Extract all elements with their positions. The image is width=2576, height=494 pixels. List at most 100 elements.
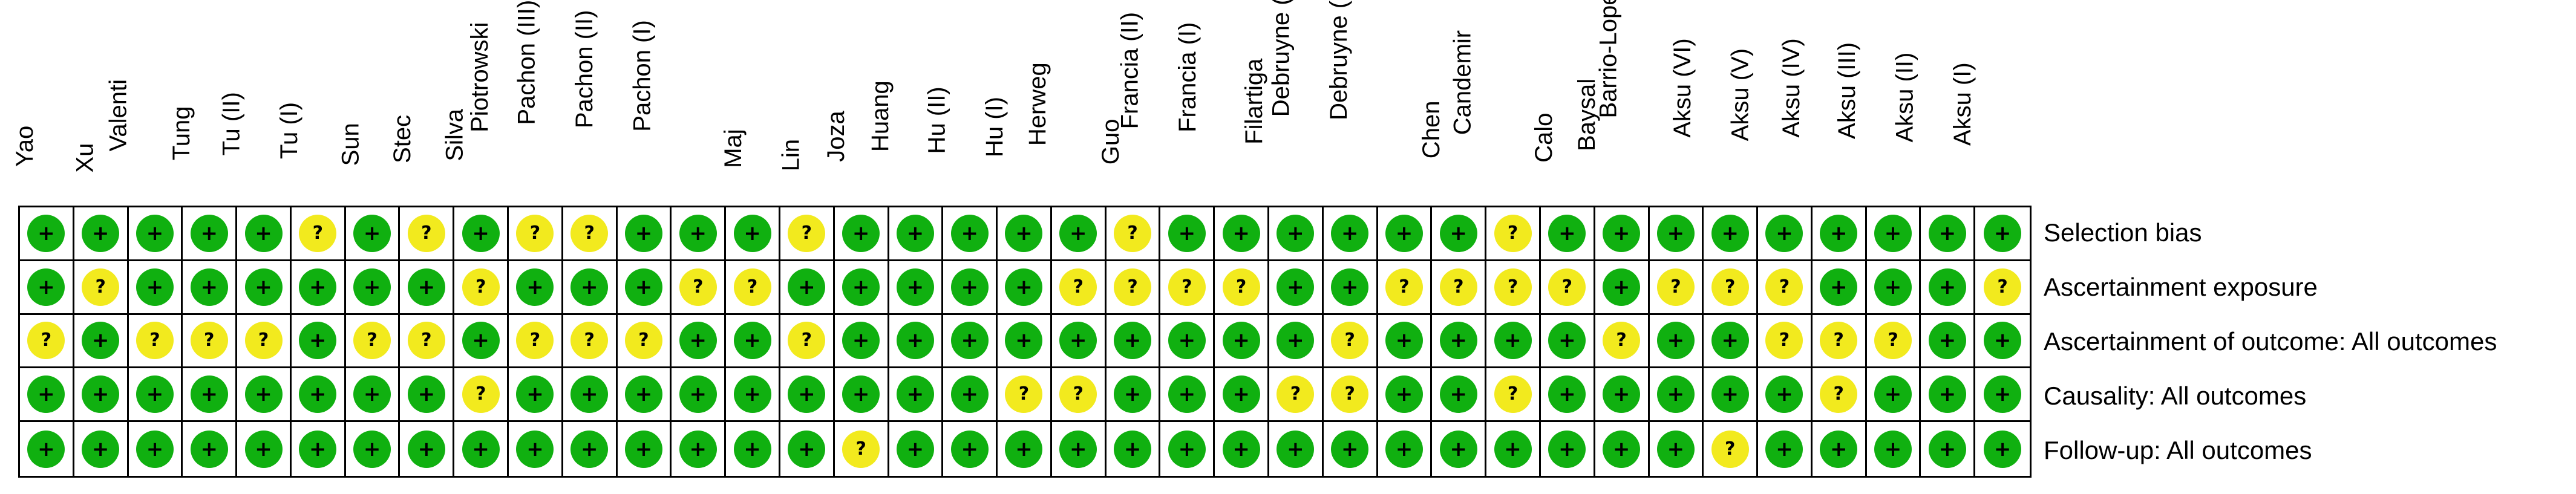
rating-cell: + [20, 207, 74, 261]
low-risk-icon: + [842, 268, 880, 306]
rating-cell: + [1215, 314, 1270, 369]
low-risk-icon: + [1114, 322, 1152, 360]
rating-cell: + [1160, 422, 1215, 476]
low-risk-icon: + [1005, 268, 1043, 306]
unclear-risk-icon: ? [1331, 375, 1369, 414]
rating-cell: ? [835, 422, 889, 476]
low-risk-icon: + [190, 430, 228, 468]
rating-cell: + [1540, 314, 1595, 369]
rating-cell: + [726, 314, 780, 369]
study-label-text: Stec [388, 114, 416, 163]
low-risk-icon: + [1874, 214, 1912, 252]
rating-cell: + [1215, 207, 1270, 261]
low-risk-icon: + [1765, 430, 1803, 468]
rating-cell: + [1432, 368, 1487, 423]
rating-cell: + [1595, 422, 1650, 476]
unclear-risk-icon: ? [516, 322, 554, 360]
study-label-text: Xu [71, 143, 99, 173]
low-risk-icon: + [950, 430, 989, 468]
rating-cell: + [1758, 207, 1813, 261]
rating-cell: + [1921, 207, 1976, 261]
rating-cell: + [1432, 314, 1487, 369]
rating-cell: + [291, 368, 346, 423]
low-risk-icon: + [1385, 322, 1423, 360]
low-risk-icon: + [1222, 430, 1260, 468]
study-label-text: Huang [867, 80, 894, 152]
low-risk-icon: + [1439, 375, 1477, 414]
rating-cell: ? [509, 314, 563, 369]
low-risk-icon: + [1114, 375, 1152, 414]
low-risk-icon: + [896, 375, 934, 414]
study-label-text: Aksu (VI) [1669, 38, 1696, 138]
low-risk-icon: + [407, 375, 445, 414]
unclear-risk-icon: ? [299, 214, 337, 252]
unclear-risk-icon: ? [625, 322, 662, 360]
study-label-text: Debruyne (II) [1267, 0, 1294, 117]
low-risk-icon: + [1385, 214, 1423, 252]
unclear-risk-icon: ? [1114, 214, 1152, 252]
unclear-risk-icon: ? [1005, 375, 1043, 414]
rating-cell: + [563, 422, 618, 476]
rating-cell: + [400, 261, 455, 315]
rating-cell: + [1758, 368, 1813, 423]
unclear-risk-icon: ? [1114, 268, 1152, 306]
rating-cell: + [943, 422, 998, 476]
rating-cell: ? [74, 261, 129, 315]
rating-cell: + [889, 314, 944, 369]
rating-cell: + [617, 261, 672, 315]
low-risk-icon: + [733, 322, 771, 360]
low-risk-icon: + [1656, 214, 1695, 252]
rating-cell: + [509, 368, 563, 423]
low-risk-icon: + [190, 268, 228, 306]
rating-cell: + [1215, 422, 1270, 476]
rating-cell: + [1975, 422, 2030, 476]
rating-cell: + [1051, 207, 1107, 261]
low-risk-icon: + [1331, 430, 1369, 468]
low-risk-icon: + [1765, 214, 1803, 252]
study-label-text: Calo [1531, 112, 1558, 163]
unclear-risk-icon: ? [570, 322, 609, 360]
low-risk-icon: + [1494, 322, 1532, 360]
low-risk-icon: + [842, 375, 880, 414]
low-risk-icon: + [1548, 214, 1586, 252]
rating-cell: ? [1160, 261, 1215, 315]
unclear-risk-icon: ? [1548, 268, 1586, 306]
rating-cell: + [1704, 314, 1759, 369]
low-risk-icon: + [570, 430, 609, 468]
low-risk-icon: + [190, 214, 228, 252]
low-risk-icon: + [27, 268, 65, 306]
rating-cell: + [834, 314, 889, 369]
low-risk-icon: + [136, 375, 174, 414]
rating-cell: + [183, 422, 238, 476]
low-risk-icon: + [462, 322, 500, 360]
rating-cell: ? [128, 314, 183, 369]
low-risk-icon: + [1711, 214, 1749, 252]
rating-cell: ? [1595, 314, 1650, 369]
unclear-risk-icon: ? [27, 322, 65, 360]
low-risk-icon: + [1656, 375, 1695, 414]
rating-cell: + [1540, 368, 1595, 423]
low-risk-icon: + [1385, 375, 1423, 414]
rating-cell: + [128, 368, 183, 423]
low-risk-icon: + [1820, 430, 1858, 468]
unclear-risk-icon: ? [82, 268, 120, 306]
low-risk-icon: + [1277, 214, 1315, 252]
rating-cell: + [1324, 422, 1378, 476]
low-risk-icon: + [842, 322, 880, 360]
low-risk-icon: + [1439, 430, 1477, 468]
rating-cell: + [889, 207, 944, 261]
rating-cell: ? [509, 207, 563, 261]
study-label-text: Sun [337, 123, 364, 166]
low-risk-icon: + [1059, 322, 1097, 360]
rating-cell: + [1323, 207, 1378, 261]
unclear-risk-icon: ? [733, 268, 771, 306]
low-risk-icon: + [1222, 375, 1260, 414]
low-risk-icon: + [1765, 375, 1803, 414]
low-risk-icon: + [1603, 214, 1641, 252]
rating-cell: + [780, 422, 835, 476]
rating-cell: + [617, 368, 672, 423]
unclear-risk-icon: ? [1168, 268, 1206, 306]
low-risk-icon: + [733, 214, 771, 252]
unclear-risk-icon: ? [1494, 214, 1532, 252]
rating-cell: ? [1704, 261, 1759, 315]
